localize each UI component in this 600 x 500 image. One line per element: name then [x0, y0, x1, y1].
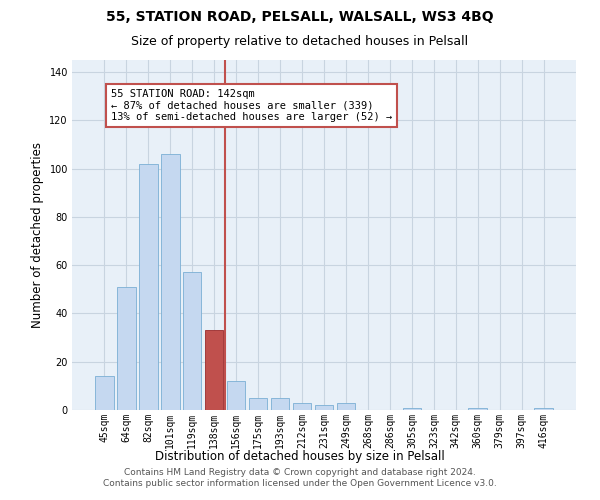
Bar	[271, 398, 289, 410]
Bar	[183, 272, 202, 410]
Bar	[403, 408, 421, 410]
Bar	[205, 330, 223, 410]
Text: Contains HM Land Registry data © Crown copyright and database right 2024.
Contai: Contains HM Land Registry data © Crown c…	[103, 468, 497, 487]
Text: Distribution of detached houses by size in Pelsall: Distribution of detached houses by size …	[155, 450, 445, 463]
Bar	[95, 376, 113, 410]
Y-axis label: Number of detached properties: Number of detached properties	[31, 142, 44, 328]
Text: 55, STATION ROAD, PELSALL, WALSALL, WS3 4BQ: 55, STATION ROAD, PELSALL, WALSALL, WS3 …	[106, 10, 494, 24]
Bar	[293, 403, 311, 410]
Bar	[249, 398, 268, 410]
Bar	[227, 381, 245, 410]
Bar	[337, 403, 355, 410]
Text: 55 STATION ROAD: 142sqm
← 87% of detached houses are smaller (339)
13% of semi-d: 55 STATION ROAD: 142sqm ← 87% of detache…	[111, 89, 392, 122]
Text: Size of property relative to detached houses in Pelsall: Size of property relative to detached ho…	[131, 35, 469, 48]
Bar	[314, 405, 334, 410]
Bar	[469, 408, 487, 410]
Bar	[139, 164, 158, 410]
Bar	[535, 408, 553, 410]
Bar	[117, 287, 136, 410]
Bar	[161, 154, 179, 410]
